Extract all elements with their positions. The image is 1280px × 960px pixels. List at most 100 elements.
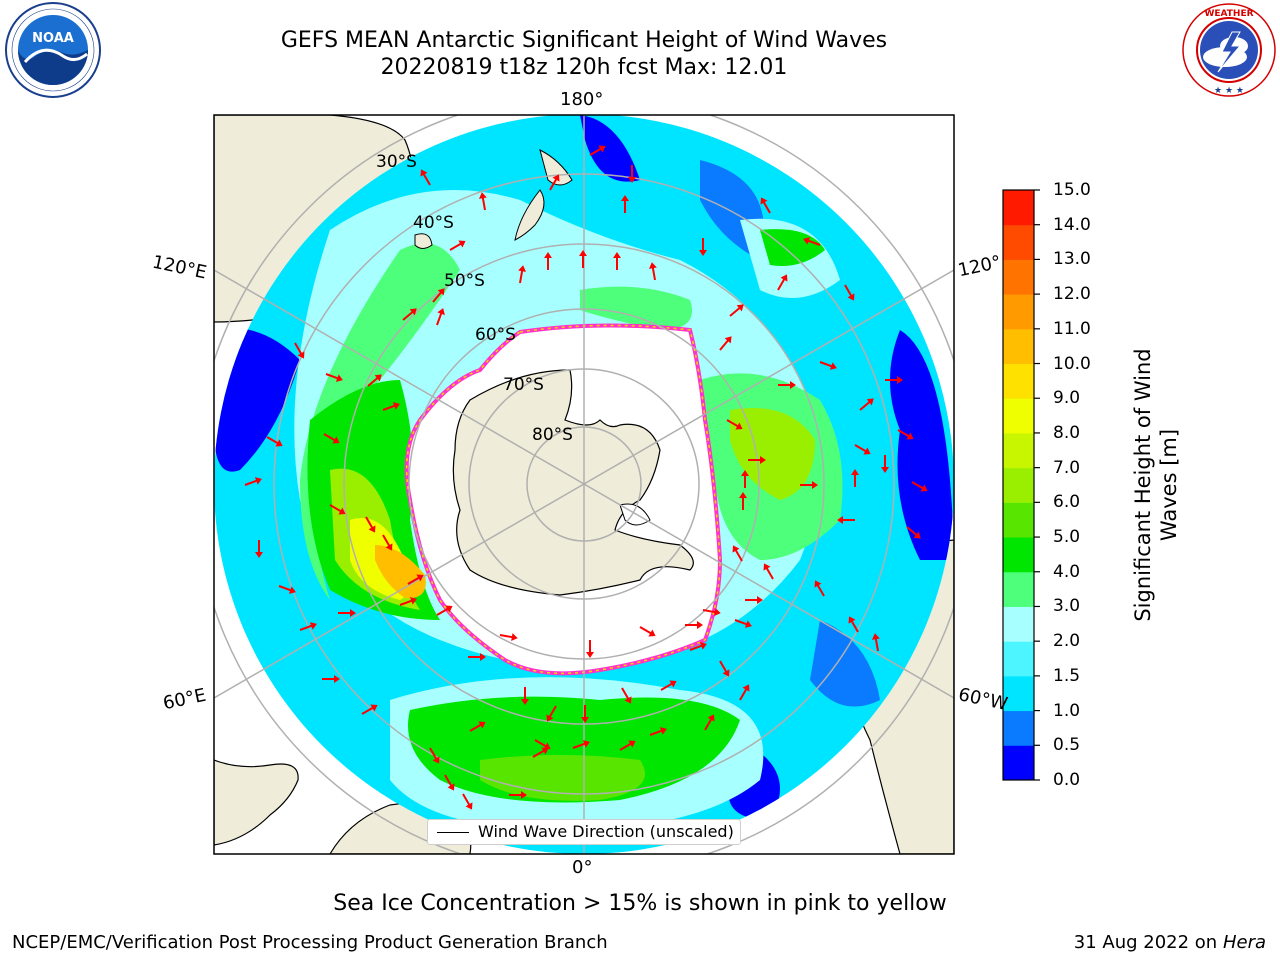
wave-direction-arrowhead (518, 265, 527, 272)
wave-direction-arrowhead (851, 469, 859, 475)
wave-direction-arrow (329, 504, 343, 513)
wave-direction-arrowhead (581, 717, 589, 723)
colorbar-bin (1003, 328, 1034, 365)
footer-credit: NCEP/EMC/Verification Post Processing Pr… (12, 932, 608, 953)
wave-direction-arrowhead (866, 398, 874, 406)
wave-direction-arrow (762, 200, 771, 214)
wave-direction-arrowhead (409, 308, 417, 316)
wave-direction-arrowhead (478, 721, 486, 729)
wave-direction-arrowhead (370, 704, 378, 712)
wave-direction-arrowhead (803, 237, 811, 245)
lon-label-0: 0° (572, 857, 593, 878)
chart-title: GEFS MEAN Antarctic Significant Height o… (280, 28, 888, 53)
wave-direction-arrowhead (669, 680, 677, 688)
lat-label-30s: 30°S (376, 152, 417, 172)
sea-ice-note: Sea Ice Concentration > 15% is shown in … (333, 891, 947, 916)
wave-direction-arrow (294, 342, 303, 356)
wave-direction-arrow (549, 177, 558, 191)
colorbar-tick-label: 13.0 (1053, 249, 1091, 270)
colorbar-bin (1003, 675, 1034, 712)
africa-landmass (214, 759, 299, 846)
wave-direction-arrow (702, 609, 717, 614)
wave-direction-arrow (244, 479, 259, 486)
wave-direction-arrowhead (648, 262, 657, 269)
nws-logo: WEATHER ★ ★ ★ (1182, 3, 1276, 97)
wave-direction-arrow (850, 619, 859, 633)
wave-direction-arrowhead (812, 481, 818, 489)
wave-direction-arrow (323, 433, 337, 442)
colorbar-bin (1003, 571, 1034, 607)
legend-label: Wind Wave Direction (unscaled) (478, 822, 734, 841)
wave-direction-arrowhead (913, 531, 921, 539)
colorbar-bin (1003, 745, 1034, 781)
wave-direction-arrowhead (445, 605, 453, 613)
wave-direction-arrow (844, 284, 853, 298)
wave-direction-arrow (325, 373, 340, 380)
colorbar-title: Significant Height of Wind Waves [m] (1131, 348, 1181, 622)
lat-label-60s: 60°S (475, 325, 516, 345)
wave-direction-arrowhead (598, 145, 606, 153)
wave-direction-arrowhead (742, 684, 750, 692)
lat-label-80s: 80°S (532, 425, 573, 445)
wave-direction-arrowhead (724, 336, 732, 344)
graticule (214, 115, 954, 854)
wave-direction-arrowhead (335, 374, 343, 382)
wave-direction-arrow (704, 717, 713, 731)
svg-text:NOAA: NOAA (32, 31, 74, 46)
wave-direction-arrowhead (621, 195, 629, 201)
wave-direction-arrow (548, 705, 557, 719)
wave-direction-arrow (911, 481, 925, 490)
wave-direction-arrowhead (744, 620, 752, 628)
footer-date: 31 Aug 2022 on Hera (1074, 932, 1266, 954)
wave-direction-arrowhead (521, 791, 527, 799)
wave-direction-arrowhead (897, 376, 903, 384)
wave-direction-arrowhead (847, 293, 855, 301)
colorbar-tick-label: 3.0 (1053, 596, 1081, 617)
wave-direction-arrowhead (275, 439, 283, 447)
colorbar-bin (1003, 294, 1034, 330)
wave-direction-arrow (729, 306, 742, 317)
wave-direction-arrowhead (544, 252, 552, 258)
wave-direction-arrow (266, 436, 280, 445)
wave-direction-arrowhead (848, 616, 856, 624)
wave-direction-arrow (619, 742, 633, 751)
wave-direction-arrow (422, 172, 431, 186)
wave-direction-arrow (367, 376, 380, 387)
map-frame (213, 114, 955, 855)
antarctica-landmass (452, 369, 694, 596)
wave-direction-arrowhead (659, 727, 667, 735)
wave-direction-arrow (651, 266, 656, 281)
wave-direction-arrow (462, 793, 471, 807)
wave-direction-arrow (739, 687, 748, 701)
wave-direction-arrowhead (368, 525, 376, 533)
lat-label-70s: 70°S (503, 375, 544, 395)
wave-direction-arrowhead (790, 381, 796, 389)
wave-direction-arrow (429, 747, 438, 761)
wave-direction-arrowhead (480, 653, 486, 661)
colorbar-bin (1003, 537, 1034, 573)
wave-direction-arrow (734, 619, 749, 626)
wave-direction-arrow (689, 644, 704, 651)
wave-direction-arrow (649, 729, 664, 736)
wave-direction-arrowhead (288, 586, 296, 594)
wave-direction-arrow (897, 429, 911, 438)
wave-direction-arrowhead (628, 177, 636, 183)
wave-direction-arrowhead (613, 252, 621, 258)
wave-direction-arrowhead (255, 552, 263, 558)
colorbar (1003, 189, 1040, 781)
wind-wave-arrows (244, 145, 928, 810)
wave-direction-arrow (361, 706, 375, 715)
wave-direction-arrowhead (735, 422, 743, 430)
wave-direction-arrowhead (552, 174, 560, 182)
wave-direction-arrowhead (814, 580, 822, 588)
wave-direction-arrow (444, 774, 453, 788)
footer-machine: Hera (1222, 932, 1266, 953)
wave-direction-arrowhead (338, 507, 346, 515)
wave-direction-arrowhead (297, 351, 305, 359)
wave-direction-arrowhead (871, 633, 880, 640)
wave-direction-arrowhead (465, 802, 473, 810)
wave-direction-arrow (499, 634, 514, 639)
colorbar-bin (1003, 710, 1034, 746)
colorbar-tick-label: 2.0 (1053, 631, 1081, 652)
colorbar-tick-label: 4.0 (1053, 561, 1081, 582)
